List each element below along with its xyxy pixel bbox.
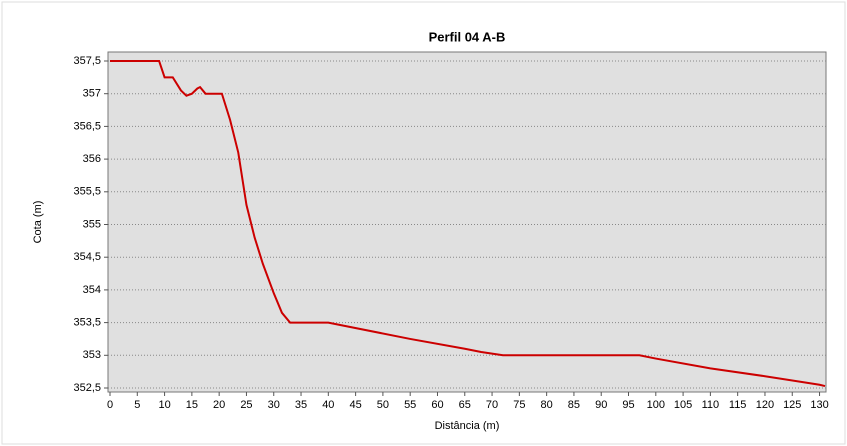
x-tick-label: 100 xyxy=(647,399,665,411)
x-axis-label: Distância (m) xyxy=(435,420,500,432)
y-tick-label: 354,5 xyxy=(73,251,101,263)
y-tick-label: 353 xyxy=(83,349,101,361)
y-tick-label: 357 xyxy=(83,88,101,100)
x-tick-label: 90 xyxy=(595,399,607,411)
chart-title: Perfil 04 A-B xyxy=(429,29,506,44)
y-tick-label: 356,5 xyxy=(73,120,101,132)
y-axis-label: Cota (m) xyxy=(32,201,44,244)
y-tick-label: 353,5 xyxy=(73,317,101,329)
x-tick-label: 15 xyxy=(186,399,198,411)
y-tick-label: 355,5 xyxy=(73,186,101,198)
x-tick-label: 10 xyxy=(158,399,170,411)
x-tick-label: 75 xyxy=(513,399,525,411)
y-tick-label: 355 xyxy=(83,218,101,230)
x-tick-label: 70 xyxy=(486,399,498,411)
x-tick-label: 30 xyxy=(268,399,280,411)
x-tick-label: 60 xyxy=(431,399,443,411)
plot-area xyxy=(107,51,827,393)
x-tick-label: 130 xyxy=(810,399,828,411)
y-tick-label: 357,5 xyxy=(73,55,101,67)
x-tick-label: 80 xyxy=(541,399,553,411)
x-tick-label: 115 xyxy=(729,399,747,411)
y-tick-label: 352,5 xyxy=(73,382,101,394)
x-tick-label: 0 xyxy=(107,399,113,411)
x-tick-label: 65 xyxy=(459,399,471,411)
line xyxy=(110,60,826,388)
x-tick-label: 85 xyxy=(568,399,580,411)
y-tick-label: 354 xyxy=(83,284,101,296)
x-tick-label: 125 xyxy=(783,399,801,411)
x-tick-label: 95 xyxy=(622,399,634,411)
x-tick-label: 110 xyxy=(702,399,720,411)
x-tick-label: 20 xyxy=(213,399,225,411)
x-tick-label: 55 xyxy=(404,399,416,411)
x-tick-label: 45 xyxy=(349,399,361,411)
y-tick-label: 356 xyxy=(83,153,101,165)
x-tick-label: 105 xyxy=(674,399,692,411)
x-tick-label: 40 xyxy=(322,399,334,411)
x-tick-label: 25 xyxy=(240,399,252,411)
x-tick-label: 35 xyxy=(295,399,307,411)
x-tick-label: 50 xyxy=(377,399,389,411)
x-tick-label: 5 xyxy=(134,399,140,411)
x-tick-label: 120 xyxy=(756,399,774,411)
